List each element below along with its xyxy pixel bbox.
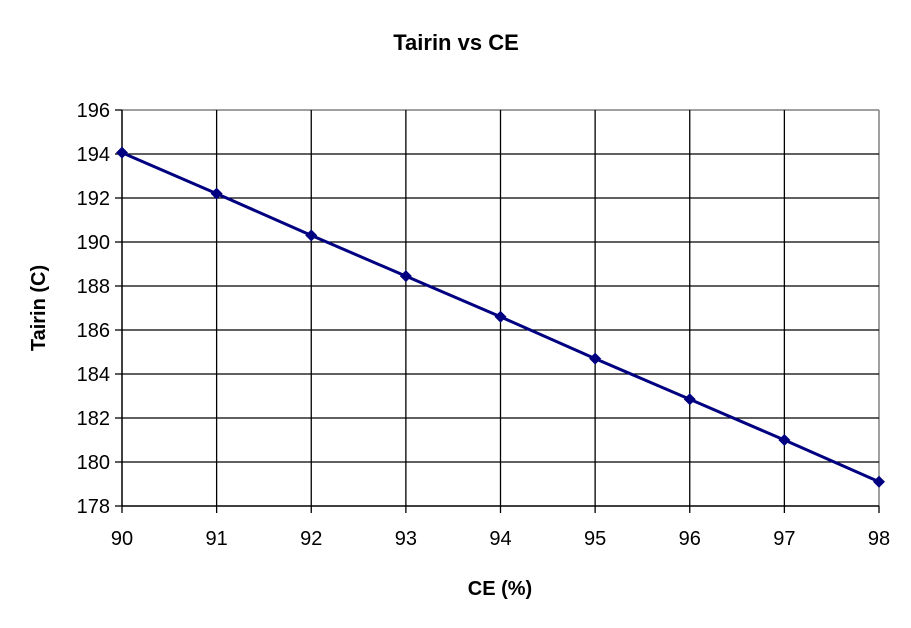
x-axis-label: CE (%) xyxy=(468,578,532,600)
data-point-marker xyxy=(210,187,223,200)
data-point-marker xyxy=(305,229,318,242)
y-tick-label: 180 xyxy=(77,452,110,474)
chart-title: Tairin vs CE xyxy=(393,30,519,55)
data-point-marker xyxy=(589,352,602,365)
y-tick-label: 178 xyxy=(77,496,110,518)
x-tick-label: 92 xyxy=(300,528,322,550)
y-tick-label: 196 xyxy=(77,100,110,122)
x-tick-label: 97 xyxy=(773,528,795,550)
x-tick-label: 94 xyxy=(489,528,511,550)
x-tick-label: 93 xyxy=(395,528,417,550)
y-tick-label: 186 xyxy=(77,320,110,342)
y-axis-label: Tairin (C) xyxy=(28,265,50,351)
y-tick-label: 194 xyxy=(77,144,110,166)
x-tick-label: 91 xyxy=(206,528,228,550)
x-tick-label: 96 xyxy=(679,528,701,550)
y-tick-label: 184 xyxy=(77,364,110,386)
y-tick-label: 192 xyxy=(77,188,110,210)
x-tick-label: 90 xyxy=(111,528,133,550)
y-tick-label: 190 xyxy=(77,232,110,254)
data-point-marker xyxy=(873,475,885,488)
y-tick-label: 182 xyxy=(77,408,110,430)
data-point-marker xyxy=(494,310,507,323)
data-point-marker xyxy=(683,393,696,406)
x-tick-label: 95 xyxy=(584,528,606,550)
data-point-marker xyxy=(399,270,412,283)
data-point-marker xyxy=(778,434,791,446)
data-point-marker xyxy=(116,146,128,159)
x-tick-label: 98 xyxy=(868,528,890,550)
y-tick-label: 188 xyxy=(77,276,110,298)
